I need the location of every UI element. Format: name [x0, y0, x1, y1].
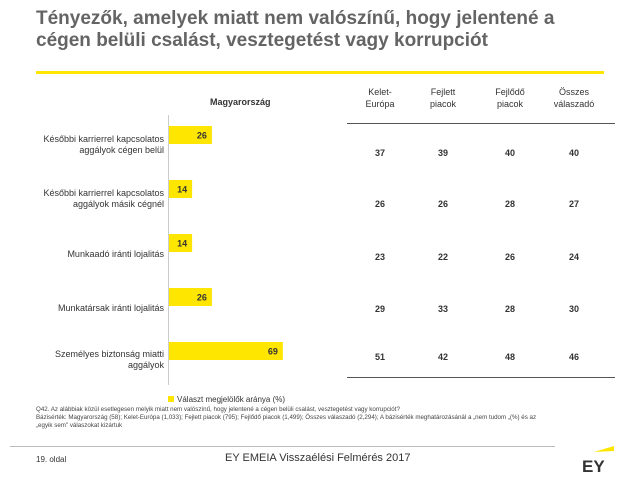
table-cell: 42 — [437, 352, 448, 362]
table-cell: 26 — [437, 199, 448, 209]
col-head-3: Fejlődő piacok — [475, 86, 545, 110]
ey-logo-beam — [594, 446, 614, 452]
table-cell: 37 — [374, 148, 385, 158]
table-cell: 29 — [374, 304, 385, 314]
ey-logo: EY — [582, 446, 614, 474]
table-cell: 40 — [504, 148, 515, 158]
legend-label: Választ megjelölők aránya (%) — [177, 395, 286, 404]
table-cell: 40 — [568, 148, 579, 158]
col-head-2-line2: piacok — [429, 99, 456, 109]
bar-4 — [169, 288, 212, 306]
table-cell: 26 — [504, 252, 515, 262]
col-head-4: Összes válaszadó — [539, 86, 609, 110]
row-label-1: Későbbi karrierrel kapcsolatos aggályok … — [43, 134, 164, 155]
col-head-2: Fejlett piacok — [408, 86, 478, 110]
table-cell: 26 — [374, 199, 385, 209]
table-cell: 33 — [437, 304, 448, 314]
footnote-base: Bázisérték: Magyarország (58); Kelet-Eur… — [36, 414, 537, 421]
bar-value-label-3: 14 — [177, 239, 187, 249]
table-cell: 30 — [568, 304, 579, 314]
col-head-1: Kelet- Európa — [345, 86, 415, 110]
bar-value-label-5: 69 — [268, 347, 278, 357]
footer-rule — [10, 446, 555, 447]
ey-logo-text: EY — [582, 457, 605, 474]
table-cell: 23 — [374, 252, 385, 262]
col-head-4-line1: Összes — [558, 87, 589, 97]
table-cell: 27 — [568, 199, 579, 209]
table-cell: 48 — [504, 352, 515, 362]
bar-3 — [169, 234, 193, 252]
table-bottom-rule — [347, 377, 615, 378]
table-cell: 22 — [437, 252, 448, 262]
bar-value-label-2: 14 — [177, 185, 187, 195]
table-cell: 46 — [568, 352, 579, 362]
table-cell: 28 — [504, 304, 515, 314]
bar-chart: 26 14 14 26 69 — [168, 115, 283, 385]
chart-title: Magyarország — [210, 97, 271, 107]
page-number: 19. oldal — [36, 455, 67, 464]
chart-legend: Választ megjelölők aránya (%) — [168, 395, 285, 404]
footer-title: EY EMEIA Visszaélési Felmérés 2017 — [225, 452, 411, 464]
col-head-3-line2: piacok — [496, 99, 523, 109]
footnote-note: „egyik sem" válaszokat kizártuk — [36, 422, 123, 429]
bar-2 — [169, 180, 193, 198]
table-cell: 24 — [568, 252, 579, 262]
bar-value-label-1: 26 — [197, 131, 207, 141]
bar-value-label-4: 26 — [197, 293, 207, 303]
page-title: Tényezők, amelyek miatt nem valószínű, h… — [36, 8, 555, 51]
col-head-2-line1: Fejlett — [430, 87, 456, 97]
row-label-3: Munkaadó iránti lojalitás — [67, 249, 164, 259]
col-head-1-line2: Európa — [365, 99, 395, 109]
legend-swatch — [168, 396, 174, 402]
title-underline — [36, 71, 604, 74]
row-label-4: Munkatársak iránti lojalitás — [57, 303, 164, 313]
col-head-1-line1: Kelet- — [368, 87, 392, 97]
footnote-question: Q42. Az alábbiak közül esetlegesen melyi… — [36, 406, 400, 413]
table-header-rule — [347, 123, 615, 124]
bar-5 — [169, 342, 283, 360]
col-head-3-line1: Fejlődő — [495, 87, 525, 97]
row-label-2: Későbbi karrierrel kapcsolatos aggályok … — [43, 188, 164, 209]
col-head-4-line2: válaszadó — [553, 99, 595, 109]
table-cell: 28 — [504, 199, 515, 209]
table-cell: 51 — [374, 352, 385, 362]
row-label-5: Személyes biztonság miatti aggályok — [54, 349, 164, 370]
table-cell: 39 — [437, 148, 448, 158]
bar-1 — [169, 126, 212, 144]
